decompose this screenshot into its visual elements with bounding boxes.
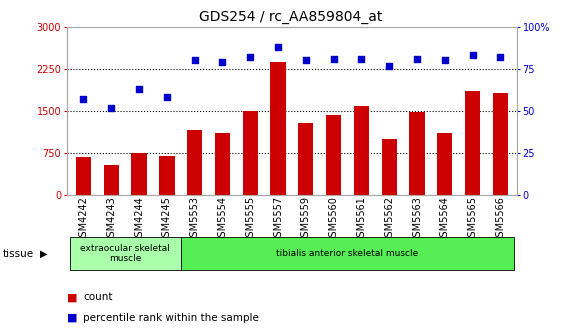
Bar (382, 139, 397, 195)
Point (246, 54, 255, 60)
Bar (410, 112, 425, 195)
Point (413, 56, 422, 61)
Point (218, 59, 227, 65)
Point (385, 63, 394, 68)
Text: ▶: ▶ (40, 249, 47, 259)
Point (107, 105, 116, 110)
Point (496, 54, 505, 60)
Text: ■: ■ (67, 292, 77, 302)
Point (329, 56, 338, 61)
Point (440, 58, 450, 63)
Point (190, 58, 199, 63)
Bar (437, 133, 453, 195)
Point (301, 58, 310, 63)
Point (274, 44, 283, 50)
Bar (187, 130, 202, 195)
Point (79, 96, 88, 102)
Text: GDS254 / rc_AA859804_at: GDS254 / rc_AA859804_at (199, 10, 382, 24)
Text: ■: ■ (67, 312, 77, 323)
Bar (270, 61, 286, 195)
Bar (354, 107, 369, 195)
Text: count: count (83, 292, 113, 302)
Bar (243, 111, 258, 195)
Text: tibialis anterior skeletal muscle: tibialis anterior skeletal muscle (277, 249, 419, 258)
Bar (298, 123, 314, 195)
Text: tissue: tissue (3, 249, 34, 259)
Bar (103, 165, 119, 195)
Point (357, 56, 366, 61)
Bar (493, 93, 508, 195)
Point (162, 95, 171, 100)
Point (468, 53, 477, 58)
Bar (465, 91, 480, 195)
Bar (326, 115, 341, 195)
Text: extraocular skeletal
muscle: extraocular skeletal muscle (80, 244, 170, 263)
Bar (215, 133, 230, 195)
Bar (131, 153, 147, 195)
Bar (159, 156, 174, 195)
Bar (76, 157, 91, 195)
Point (134, 86, 144, 92)
Text: percentile rank within the sample: percentile rank within the sample (83, 312, 259, 323)
